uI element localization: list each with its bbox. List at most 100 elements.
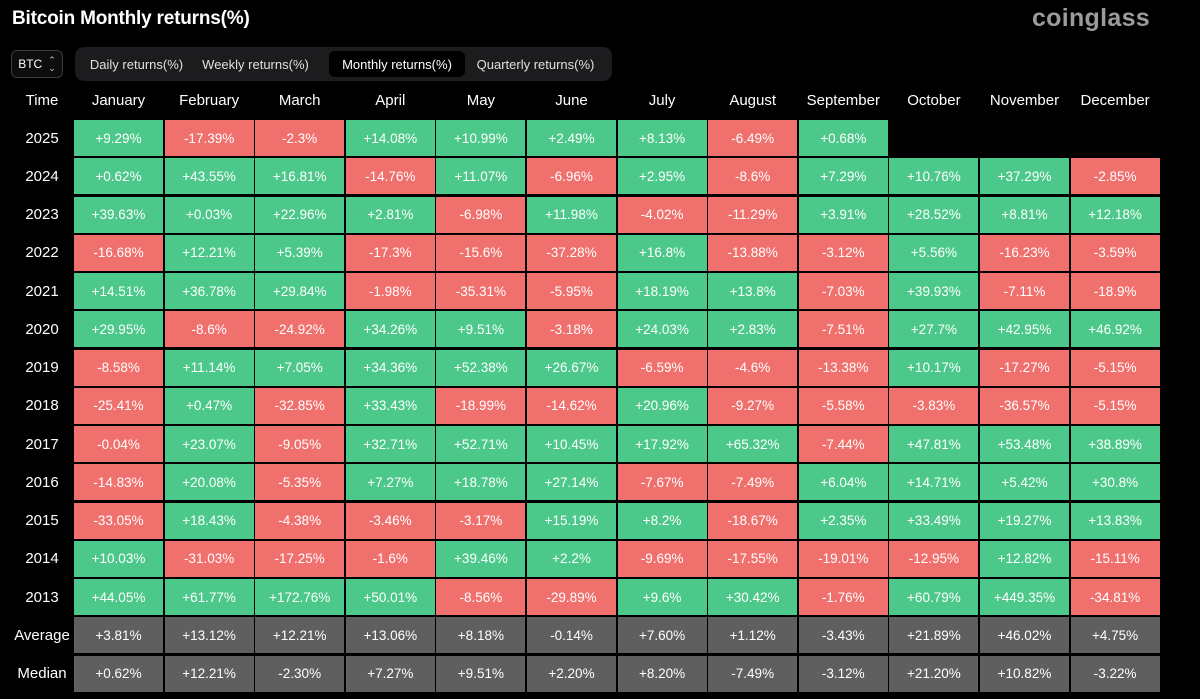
- return-cell: +0.62%: [74, 655, 163, 692]
- return-cell: -14.62%: [527, 387, 616, 424]
- return-cell: +21.89%: [889, 617, 979, 654]
- return-cell: -16.68%: [74, 234, 163, 271]
- return-cell: -1.98%: [345, 273, 435, 309]
- return-cell: -3.43%: [798, 617, 888, 654]
- return-cell: -3.12%: [798, 234, 888, 271]
- return-cell: +13.12%: [164, 617, 254, 654]
- return-cell: +39.46%: [436, 540, 526, 577]
- row-label-2019: 2019: [25, 359, 59, 376]
- return-cell: +7.60%: [617, 617, 707, 654]
- return-cell: +18.19%: [617, 273, 707, 309]
- return-cell: +2.49%: [527, 120, 616, 156]
- return-cell: -7.67%: [617, 464, 707, 501]
- return-cell: -7.03%: [798, 273, 888, 309]
- return-cell: +1.12%: [708, 617, 798, 654]
- tab-monthly-returns[interactable]: Monthly returns(%): [329, 51, 465, 77]
- return-cell: -6.96%: [527, 158, 616, 195]
- return-cell: -5.15%: [1070, 349, 1160, 386]
- return-cell: -7.44%: [798, 426, 888, 462]
- return-cell: -7.49%: [708, 464, 798, 501]
- return-cell: -18.99%: [436, 387, 526, 424]
- return-cell: -14.76%: [345, 158, 435, 195]
- return-cell: -17.25%: [255, 540, 345, 577]
- return-cell: +14.71%: [889, 464, 979, 501]
- return-cell: +30.8%: [1070, 464, 1160, 501]
- return-cell: +34.26%: [345, 311, 435, 348]
- return-cell: -3.22%: [1070, 655, 1160, 692]
- return-cell: -36.57%: [980, 387, 1069, 424]
- return-cell: +52.71%: [436, 426, 526, 462]
- return-cell: -7.11%: [980, 273, 1069, 309]
- column-header-april: April: [375, 91, 406, 109]
- return-cell: +44.05%: [74, 579, 163, 615]
- return-cell: +42.95%: [980, 311, 1069, 348]
- return-cell: +5.56%: [889, 234, 979, 271]
- coinglass-logo: coinglass: [1031, 4, 1150, 32]
- return-cell: +24.03%: [617, 311, 707, 348]
- return-cell: +172.76%: [255, 579, 345, 615]
- column-header-september: September: [806, 91, 880, 109]
- return-cell: +9.6%: [617, 579, 707, 615]
- return-cell: +12.21%: [255, 617, 345, 654]
- return-cell: +33.43%: [345, 387, 435, 424]
- return-cell: -3.17%: [436, 502, 526, 539]
- return-cell: +50.01%: [345, 579, 435, 615]
- return-cell: +12.21%: [164, 655, 254, 692]
- return-cell: +10.76%: [889, 158, 979, 195]
- return-cell: +13.8%: [708, 273, 798, 309]
- return-cell: -18.67%: [708, 502, 798, 539]
- return-cell: +0.62%: [74, 158, 163, 195]
- return-cell: +2.95%: [617, 158, 707, 195]
- return-cell: -3.18%: [527, 311, 616, 348]
- return-cell: -8.6%: [164, 311, 254, 348]
- return-cell: -17.3%: [345, 234, 435, 271]
- return-cell: -6.59%: [617, 349, 707, 386]
- return-cell: -11.29%: [708, 196, 798, 233]
- return-cell: -0.14%: [527, 617, 616, 654]
- tab-weekly-returns[interactable]: Weekly returns(%): [202, 56, 309, 72]
- return-cell: -17.55%: [708, 540, 798, 577]
- return-cell: +14.51%: [74, 273, 163, 309]
- page-title: Bitcoin Monthly returns(%): [12, 8, 250, 29]
- row-label-2025: 2025: [25, 129, 59, 147]
- return-cell: +16.81%: [255, 158, 345, 195]
- return-cell: +12.21%: [164, 234, 254, 271]
- return-cell: +10.82%: [980, 655, 1069, 692]
- return-cell: -5.15%: [1070, 387, 1160, 424]
- return-cell: +12.82%: [980, 540, 1069, 577]
- return-cell: +19.27%: [980, 502, 1069, 539]
- return-cell: +38.89%: [1070, 426, 1160, 462]
- return-cell: +2.20%: [527, 655, 616, 692]
- return-cell: -6.98%: [436, 196, 526, 233]
- return-cell: +39.63%: [74, 196, 163, 233]
- return-cell: +3.81%: [74, 617, 163, 654]
- return-cell: -35.31%: [436, 273, 526, 309]
- return-cell: -19.01%: [798, 540, 888, 577]
- return-cell: +61.77%: [164, 579, 254, 615]
- return-cell: +32.71%: [345, 426, 435, 462]
- return-cell: +33.49%: [889, 502, 979, 539]
- row-label-2013: 2013: [25, 588, 59, 606]
- column-header-october: October: [907, 91, 961, 109]
- return-cell: -13.88%: [708, 234, 798, 271]
- row-label-2016: 2016: [25, 473, 59, 491]
- return-cell: +53.48%: [980, 426, 1069, 462]
- asset-select-value: BTC: [18, 57, 43, 71]
- return-cell: -4.38%: [255, 502, 345, 539]
- returns-period-tabs: Daily returns(%) Weekly returns(%) Month…: [75, 47, 612, 81]
- column-header-august: August: [729, 91, 777, 109]
- return-cell: +9.29%: [74, 120, 163, 156]
- return-cell: -32.85%: [255, 387, 345, 424]
- column-header-time: Time: [25, 91, 59, 109]
- tab-quarterly-returns[interactable]: Quarterly returns(%): [476, 56, 595, 72]
- tab-daily-returns[interactable]: Daily returns(%): [89, 56, 184, 72]
- row-label-median: Median: [17, 665, 67, 682]
- return-cell: -24.92%: [255, 311, 345, 348]
- return-cell: -31.03%: [164, 540, 254, 577]
- return-cell: +20.96%: [617, 387, 707, 424]
- return-cell: -5.95%: [527, 273, 616, 309]
- return-cell: +2.83%: [708, 311, 798, 348]
- return-cell: -17.39%: [164, 120, 254, 156]
- asset-select[interactable]: BTC ⌃ ⌄: [11, 50, 63, 78]
- return-cell: +60.79%: [889, 579, 979, 615]
